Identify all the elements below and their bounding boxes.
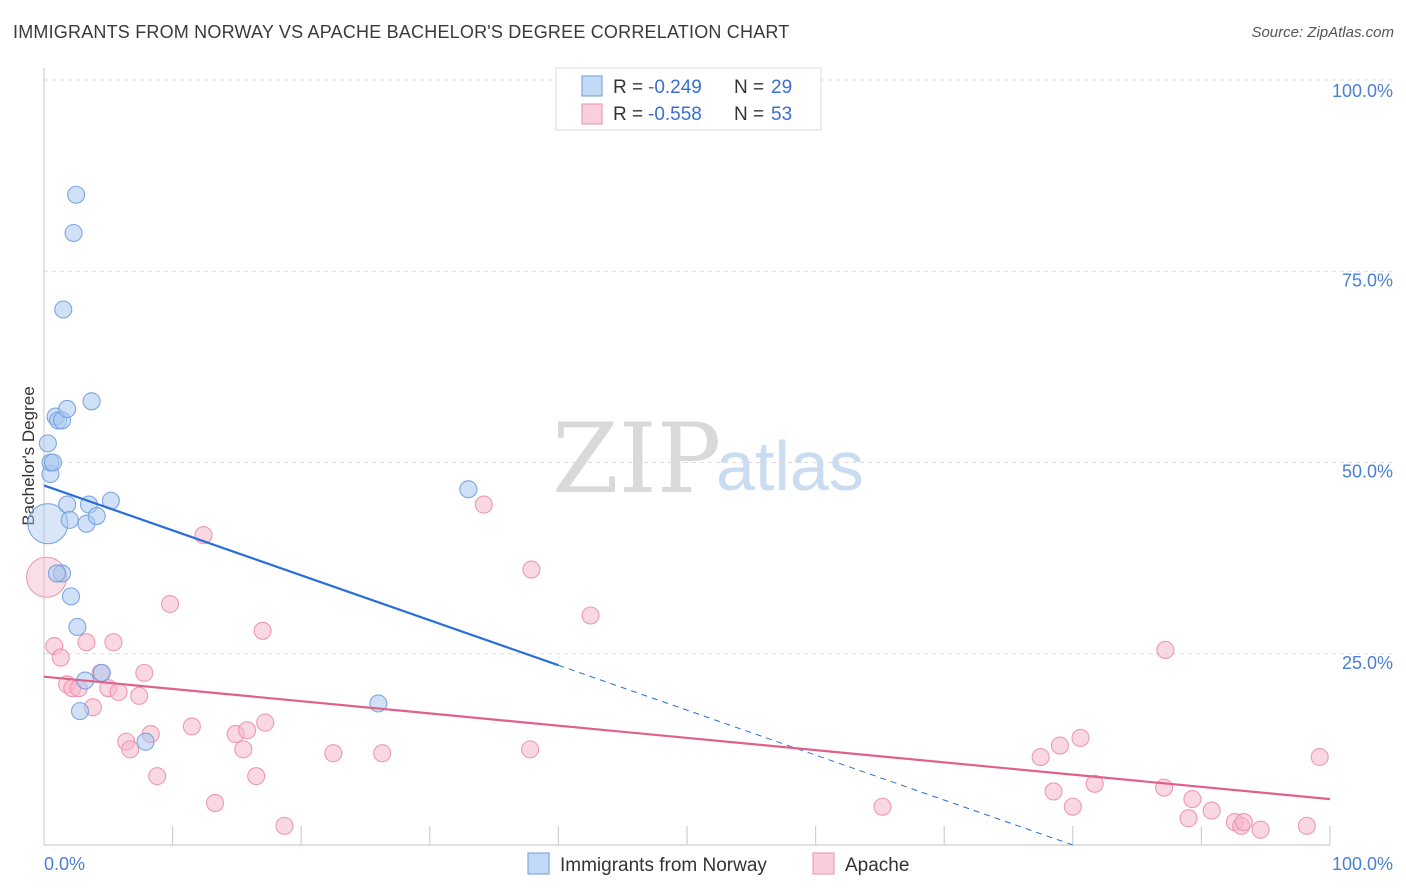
apache-point [1085, 774, 1104, 793]
norway-point [38, 434, 57, 453]
norway-trend-line [43, 484, 559, 667]
legend-r-value-apache: -0.558 [648, 104, 702, 125]
norway-point [459, 480, 478, 499]
apache-point [253, 621, 272, 640]
apache-trend-line [43, 675, 1331, 801]
apache-point [373, 744, 392, 763]
norway-point [68, 617, 87, 637]
apache-point [130, 686, 149, 705]
apache-point [275, 816, 294, 835]
y-tick-labels: 25.0% 50.0% 75.0% 100.0% [1332, 81, 1393, 673]
norway-point [87, 506, 106, 526]
y-tick-label: 100.0% [1332, 81, 1393, 101]
apache-point [1031, 747, 1050, 767]
watermark-zip: ZIP [552, 403, 721, 515]
apache-point [1251, 820, 1270, 839]
apache-point [521, 740, 540, 759]
norway-point [58, 495, 77, 514]
legend-n-label-norway: N = [734, 77, 764, 98]
x-tick-labels: 0.0% 100.0% [44, 854, 1393, 874]
norway-point [64, 223, 83, 243]
norway-point [60, 510, 79, 529]
apache-point [104, 633, 123, 652]
legend-r-label-apache: R = [613, 104, 643, 125]
apache-point [238, 721, 257, 740]
norway-point [70, 702, 90, 721]
trend-lines [43, 484, 1331, 846]
apache-point [1063, 797, 1082, 816]
apache-point [1183, 790, 1202, 809]
legend-n-value-apache: 53 [771, 104, 792, 125]
apache-point [109, 682, 128, 702]
norway-point [43, 453, 63, 472]
legend-swatch-apache [581, 103, 603, 125]
apache-point [1234, 812, 1253, 832]
norway-trend-extension [558, 664, 1073, 846]
apache-point [205, 793, 225, 812]
bottom-legend-swatch-norway [527, 852, 550, 875]
norway-point [82, 392, 101, 411]
apache-point [148, 767, 167, 786]
norway-point [92, 663, 111, 682]
apache-point [873, 797, 892, 816]
watermark-atlas: atlas [716, 427, 864, 505]
apache-point [1050, 736, 1069, 755]
apache-point [256, 713, 275, 732]
legend-n-value-norway: 29 [771, 77, 792, 98]
bottom-legend-label-norway: Immigrants from Norway [560, 855, 767, 876]
legend-r-label-norway: R = [613, 77, 643, 98]
apache-point [234, 740, 253, 759]
x-tick-label: 0.0% [44, 854, 85, 874]
apache-point [182, 717, 201, 736]
apache-point [247, 767, 266, 786]
apache-point [51, 648, 70, 667]
norway-point [61, 587, 81, 606]
x-tick-label: 100.0% [1332, 854, 1393, 874]
apache-point [135, 663, 154, 682]
series-legend: Immigrants from Norway Apache [527, 852, 909, 876]
y-tick-label: 50.0% [1342, 462, 1393, 482]
apache-point [1156, 640, 1175, 659]
apache-point [77, 633, 96, 652]
grid-lines [44, 79, 1392, 655]
legend-r-value-norway: -0.249 [648, 77, 702, 98]
norway-point [58, 399, 77, 419]
chart-title: IMMIGRANTS FROM NORWAY VS APACHE BACHELO… [13, 22, 790, 42]
apache-point [324, 744, 343, 763]
apache-point [1202, 801, 1221, 820]
apache-point [522, 560, 541, 579]
legend-swatch-norway [581, 75, 603, 97]
source-credit: Source: ZipAtlas.com [1251, 24, 1394, 41]
correlation-legend: R = -0.249 N = 29 R = -0.558 N = 53 [555, 67, 822, 131]
norway-point [136, 732, 155, 751]
bottom-legend-label-apache: Apache [845, 855, 909, 876]
apache-point [160, 594, 180, 614]
apache-point [1044, 782, 1063, 801]
apache-point [1297, 816, 1316, 835]
norway-point [47, 564, 66, 583]
apache-point [581, 606, 600, 625]
apache-points [26, 495, 1329, 839]
apache-point [1310, 747, 1329, 767]
norway-points [27, 185, 478, 751]
apache-point [474, 495, 493, 514]
y-tick-label: 75.0% [1342, 270, 1393, 290]
apache-point [1179, 809, 1198, 828]
norway-point [67, 185, 86, 204]
apache-point [121, 740, 140, 759]
legend-n-label-apache: N = [734, 104, 764, 125]
bottom-legend-swatch-apache [812, 852, 835, 875]
apache-point [1071, 728, 1090, 747]
norway-point [54, 300, 73, 319]
y-tick-label: 25.0% [1342, 653, 1393, 673]
y-axis-label: Bachelor's Degree [19, 386, 38, 525]
